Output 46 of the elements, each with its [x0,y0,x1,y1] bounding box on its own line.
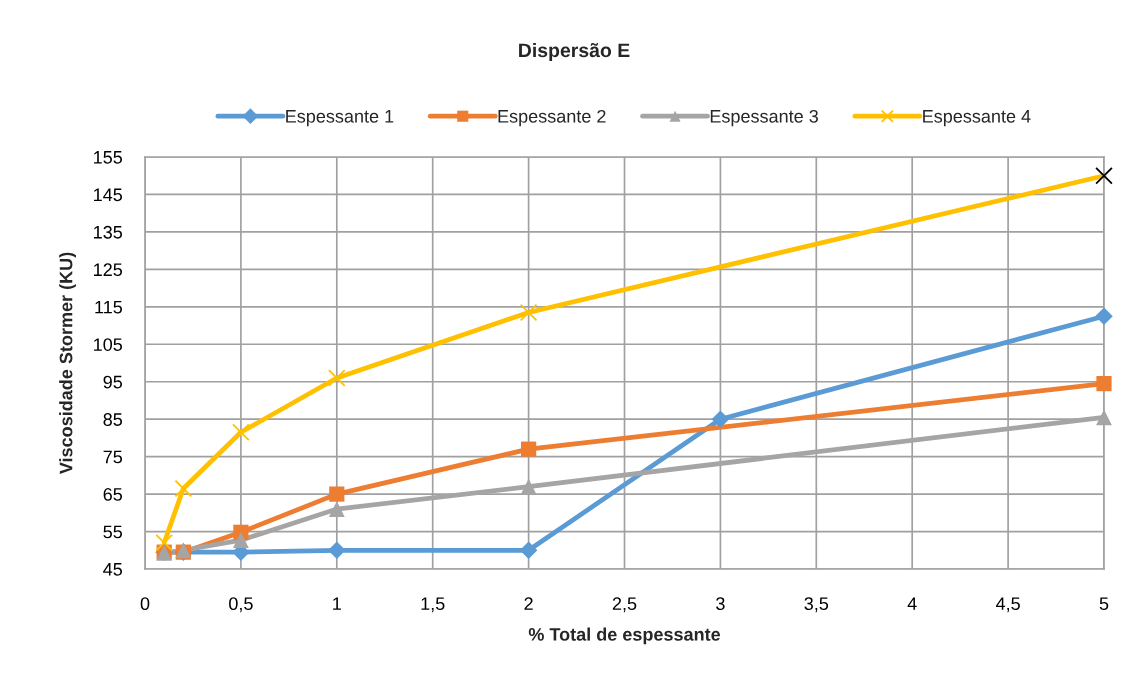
legend-label: Espessante 1 [286,110,394,127]
point [328,501,345,517]
x-tick-label: 5 [1099,597,1109,611]
x-tick-label: 4,5 [995,597,1020,613]
x-tick-label: 0,5 [229,597,253,613]
x-tick-label: 3,5 [804,597,829,613]
point [519,303,538,322]
y-tick-label: 65 [103,488,123,501]
y-tick-label: 115 [95,300,123,314]
x-tick-label: 2,5 [612,597,637,613]
y-tick-label: 135 [94,225,123,239]
y-tick-label: 145 [94,188,123,202]
point [327,369,346,387]
point [328,541,346,560]
point [711,410,730,428]
point [1095,166,1113,185]
point [155,533,174,552]
x-axis-title: % Total de espessante [528,627,721,645]
point [232,423,250,442]
point [520,478,537,495]
point [520,441,537,457]
point [232,532,249,549]
chart-title: Dispersão E [519,42,630,62]
point [1095,307,1113,325]
y-tick-label: 125 [94,263,123,277]
x-tick-label: 2 [524,597,533,610]
x-tick-label: 4 [907,597,917,610]
x-tick-label: 3 [716,597,725,611]
legend-label: Espessante 2 [498,109,606,127]
point [174,479,193,498]
y-tick-label: 155 [94,151,123,164]
y-tick-label: 95 [103,375,123,389]
y-tick-label: 85 [103,413,123,426]
y-axis-title: Viscosidade Stormer (KU) [59,252,76,475]
point [1096,375,1112,392]
y-tick-label: 75 [103,450,123,464]
point [329,486,345,502]
legend-label: Espessante 3 [710,109,818,127]
y-tick-label: 45 [103,563,123,576]
x-tick-label: 0 [140,597,150,611]
x-tick-label: 1,5 [421,597,445,613]
point [1096,409,1112,426]
x-tick-label: 1 [333,597,341,610]
y-tick-label: 55 [103,525,123,539]
legend-label: Espessante 4 [923,110,1031,127]
y-tick-label: 105 [94,338,123,351]
